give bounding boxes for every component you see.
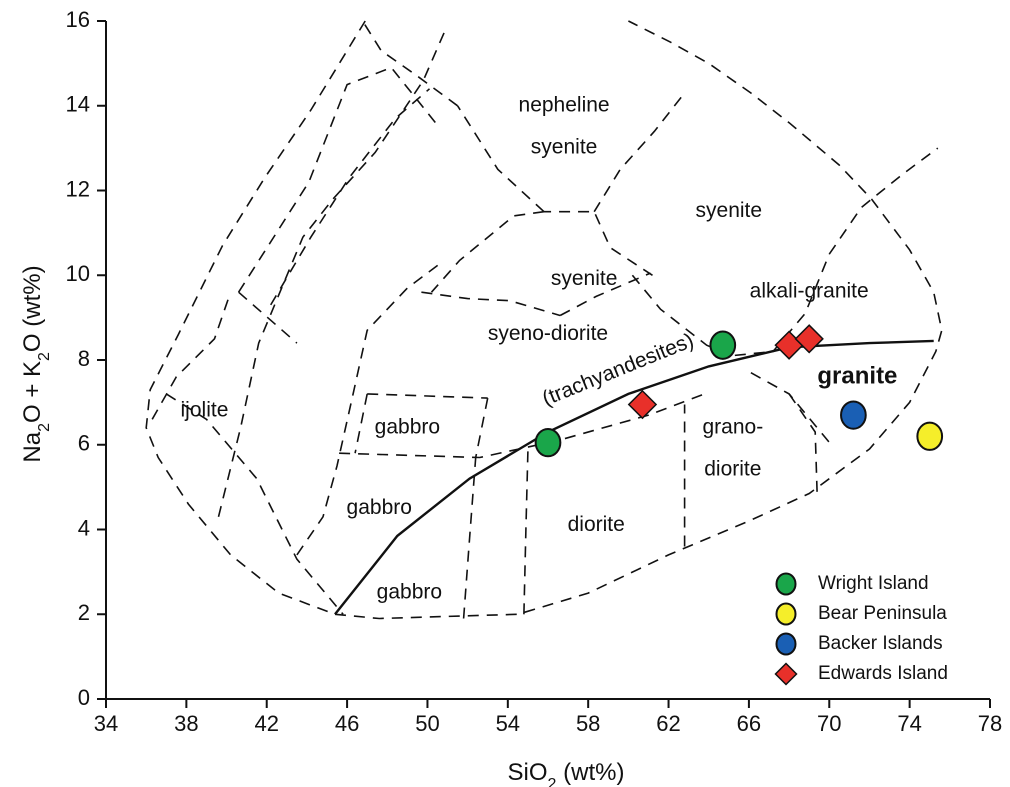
legend-marker-0	[775, 572, 797, 596]
y-tick-label: 2	[78, 600, 90, 625]
field-label-0: nepheline	[519, 93, 610, 116]
field-label-11: diorite	[704, 458, 761, 481]
y-tick-label: 12	[66, 176, 90, 201]
x-tick-label: 34	[94, 711, 118, 736]
data-point-series-0-1	[709, 330, 737, 360]
field-boundary-8	[421, 291, 561, 317]
field-boundary-15	[270, 88, 431, 306]
legend-label-0: Wright Island	[818, 573, 929, 594]
field-label-7: granite	[817, 362, 897, 389]
legend-label-2: Backer Islands	[818, 633, 943, 654]
y-tick-label: 0	[78, 685, 90, 710]
field-boundary-17	[238, 291, 298, 344]
legend-marker-3	[774, 662, 798, 686]
x-tick-label: 38	[174, 711, 198, 736]
alkaline-boundary-line	[334, 339, 934, 616]
field-boundary-24	[828, 147, 939, 255]
legend-marker-1	[775, 602, 797, 626]
field-boundary-21	[631, 253, 831, 357]
x-axis-title: SiO2 (wt%)	[508, 759, 625, 787]
x-tick-label: 50	[415, 711, 439, 736]
field-label-12: gabbro	[347, 496, 412, 519]
field-boundary-16	[237, 66, 437, 293]
x-tick-label: 74	[897, 711, 921, 736]
field-boundary-23	[788, 393, 818, 496]
y-tick-label: 14	[66, 92, 90, 117]
field-boundary-0	[462, 457, 477, 619]
x-tick-label: 58	[576, 711, 600, 736]
field-label-9: gabbro	[375, 415, 440, 438]
field-boundary-18	[165, 393, 344, 615]
data-point-series-0-0	[534, 427, 562, 458]
field-boundary-11	[430, 210, 545, 293]
x-tick-label: 46	[335, 711, 359, 736]
data-point-series-2-0	[840, 400, 867, 430]
field-label-4: alkali-granite	[750, 280, 869, 303]
field-boundary-9	[559, 272, 651, 317]
y-tick-label: 16	[66, 7, 90, 32]
field-label-2: syenite	[696, 199, 763, 222]
data-point-series-1-0	[916, 421, 944, 451]
field-boundary-13	[456, 105, 545, 213]
field-label-13: diorite	[568, 513, 625, 536]
field-boundary-20	[151, 291, 232, 420]
field-boundary-4	[367, 393, 488, 399]
field-boundary-7	[296, 261, 442, 556]
field-boundary-10	[544, 210, 653, 276]
field-label-8: ijolite	[181, 398, 229, 421]
field-boundary-12	[593, 92, 686, 213]
field-boundary-5	[354, 393, 368, 454]
field-label-5: syeno-diorite	[488, 322, 608, 345]
field-boundary-1	[523, 451, 529, 615]
legend-marker-2	[775, 632, 797, 656]
field-label-14: gabbro	[377, 581, 442, 604]
data-points	[534, 324, 944, 458]
y-axis-title: Na2O + K2O (wt%)	[19, 265, 53, 462]
y-tick-label: 4	[78, 515, 90, 540]
field-label-3: syenite	[551, 267, 618, 290]
field-label-1: syenite	[531, 136, 598, 159]
x-tick-label: 70	[817, 711, 841, 736]
legend: Wright Island Bear Peninsula Backer Island…	[774, 572, 948, 686]
y-tick-label: 10	[66, 261, 90, 286]
x-tick-label: 66	[737, 711, 761, 736]
field-boundaries	[145, 20, 943, 620]
alkaline-subalkaline-boundary	[334, 339, 934, 616]
outer-envelope-right	[334, 20, 943, 620]
x-tick-label: 54	[496, 711, 520, 736]
x-tick-label: 62	[656, 711, 680, 736]
y-tick-label: 8	[78, 346, 90, 371]
field-label-10: grano-	[702, 415, 763, 438]
x-tick-label: 42	[254, 711, 278, 736]
field-boundary-6	[474, 397, 489, 458]
field-boundary-19	[217, 29, 447, 517]
legend-label-1: Bear Peninsula	[818, 603, 947, 624]
data-point-series-3-0	[627, 389, 658, 420]
legend-label-3: Edwards Island	[818, 663, 948, 684]
x-tick-label: 78	[978, 711, 1002, 736]
data-point-series-3-2	[794, 324, 824, 354]
y-tick-label: 6	[78, 431, 90, 456]
outer-envelope-left	[145, 20, 366, 616]
